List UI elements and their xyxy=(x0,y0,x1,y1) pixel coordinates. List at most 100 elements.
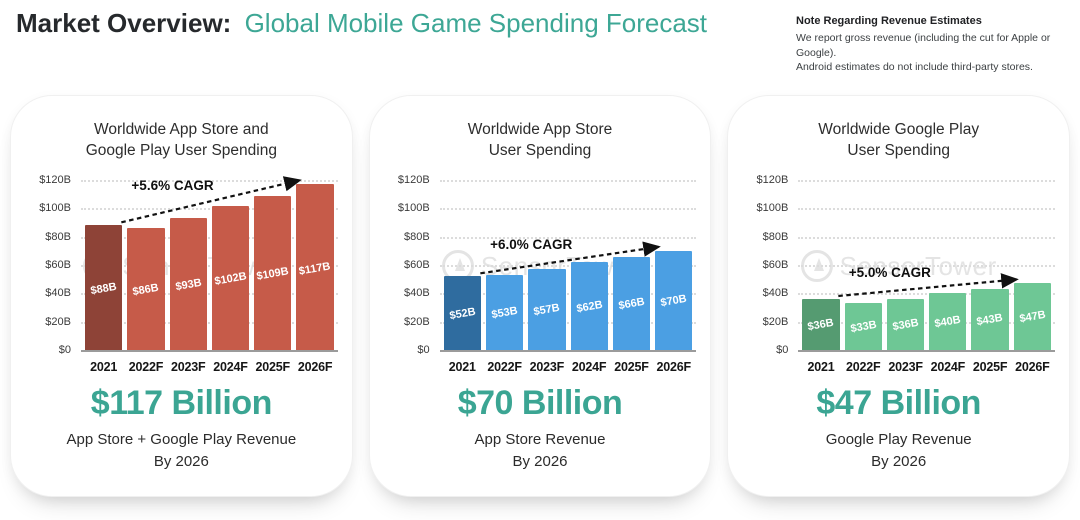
revenue-note-heading: Note Regarding Revenue Estimates xyxy=(796,15,982,27)
page-title: Market Overview: Global Mobile Game Spen… xyxy=(16,8,707,39)
bar-2023F: $93B xyxy=(169,218,207,350)
y-axis-label: $120B xyxy=(756,174,789,186)
bar-2022F: $86B xyxy=(127,228,165,350)
gridline xyxy=(798,180,1056,182)
y-axis-label: $80B xyxy=(403,230,430,243)
y-axis-label: $60B xyxy=(403,259,430,271)
chart-title-line1: Worldwide Google Play xyxy=(818,121,980,138)
stat-caption-line1: Google Play Revenue xyxy=(825,431,972,448)
chart-title-line2: Google Play User Spending xyxy=(85,141,277,159)
bar-2025F: $43B xyxy=(971,289,1009,350)
x-axis-label: 2024F xyxy=(930,360,966,374)
cagr-label: +5.6% CAGR xyxy=(131,178,214,194)
bars: $52B $53B $57B $62B $66B $70B xyxy=(440,180,697,350)
bar-2026F: $70B xyxy=(655,250,693,350)
bar-value-label: $109B xyxy=(255,265,290,284)
stat-caption: App Store + Google Play Revenue By 2026 xyxy=(11,429,352,473)
stat-caption-line1: App Store Revenue xyxy=(474,431,606,448)
cagr-label: +5.0% CAGR xyxy=(848,264,931,280)
bar-2025F: $66B xyxy=(612,256,651,350)
stat-caption-line2: By 2026 xyxy=(871,452,927,470)
gridline xyxy=(439,236,697,239)
gridline xyxy=(439,321,697,324)
bar-2022F: $53B xyxy=(485,274,524,350)
cards-row: Worldwide App Store and Google Play User… xyxy=(10,95,1071,497)
x-axis-label: 2024F xyxy=(571,360,607,374)
chart-title: Worldwide Google Play User Spending xyxy=(728,120,1069,162)
x-axis-labels: 2021 2022F 2023F 2024F 2025F 2026F xyxy=(81,356,338,378)
stat-value: $47 Billion xyxy=(816,384,981,422)
plot-area: +6.0% CAGR $52B $53B $57B $62B $66B $70B xyxy=(439,180,697,352)
gridline xyxy=(798,236,1056,239)
bar-2021: $88B xyxy=(85,225,123,350)
bar-value-label: $70B xyxy=(659,293,688,310)
x-axis-label: 2026F xyxy=(656,360,691,374)
y-axis-label: $100B xyxy=(397,202,430,215)
bar-value-label: $47B xyxy=(1018,309,1047,326)
bar-value-label: $36B xyxy=(891,316,920,334)
chart-title-line2: User Spending xyxy=(488,141,592,159)
bar-2026F: $47B xyxy=(1013,283,1052,350)
gridline xyxy=(798,321,1056,324)
bar-chart: $120B $100B $80B $60B $40B $20B $0 +5.6% CAGR … xyxy=(25,174,340,380)
x-axis-labels: 2021 2022F 2023F 2024F 2025F 2026F xyxy=(798,356,1055,378)
bar-2023F: $57B xyxy=(528,269,566,350)
y-axis-label: $40B xyxy=(403,287,430,300)
x-axis-label: 2023F xyxy=(529,360,565,374)
bar-2024F: $62B xyxy=(570,262,608,350)
bar-value-label: $86B xyxy=(131,282,160,299)
bar-2023F: $36B xyxy=(886,299,925,350)
y-axis-label: $100B xyxy=(39,202,71,215)
bar-value-label: $33B xyxy=(849,318,878,336)
stat-block: $117 Billion App Store + Google Play Rev… xyxy=(11,384,352,473)
y-axis-labels: $120B $100B $80B $60B $40B $20B $0 xyxy=(384,174,430,356)
x-axis-label: 2026F xyxy=(1015,360,1050,374)
stat-value: $117 Billion xyxy=(90,384,273,422)
stat-caption: App Store Revenue By 2026 xyxy=(370,429,711,473)
bar-value-label: $117B xyxy=(298,260,332,278)
chart-title: Worldwide App Store and Google Play User… xyxy=(11,120,352,162)
stat-caption-line2: By 2026 xyxy=(153,452,209,470)
gridline xyxy=(798,265,1056,267)
gridline xyxy=(439,293,697,296)
stat-block: $47 Billion Google Play Revenue By 2026 xyxy=(728,384,1069,473)
bars: $88B $86B $93B $102B $109B $117B xyxy=(81,180,338,350)
y-axis-label: $80B xyxy=(762,230,789,243)
gridline xyxy=(81,265,338,267)
y-axis-label: $120B xyxy=(397,174,430,186)
plot-area: +5.0% CAGR $36B $33B $36B $40B $43B $47B xyxy=(798,180,1056,352)
x-axis-label: 2021 xyxy=(448,360,476,374)
x-axis-label: 2025F xyxy=(972,360,1008,374)
x-axis-label: 2024F xyxy=(213,360,248,374)
chart-title: Worldwide App Store User Spending xyxy=(370,120,711,162)
chart-title-line1: Worldwide App Store and xyxy=(94,121,269,138)
cagr-label: +6.0% CAGR xyxy=(490,237,573,253)
x-axis-label: 2025F xyxy=(255,360,291,374)
gridline xyxy=(439,180,697,182)
y-axis-label: $0 xyxy=(776,344,789,356)
revenue-note: Note Regarding Revenue Estimates We repo… xyxy=(796,14,1070,75)
y-axis-label: $0 xyxy=(58,344,71,356)
bar-2024F: $40B xyxy=(929,293,967,350)
card-google-play: Worldwide Google Play User Spending Sens… xyxy=(727,95,1071,497)
y-axis-label: $20B xyxy=(403,315,430,328)
bar-2026F: $117B xyxy=(296,184,334,350)
bar-value-label: $88B xyxy=(89,280,118,298)
stat-block: $70 Billion App Store Revenue By 2026 xyxy=(370,384,711,473)
y-axis-label: $40B xyxy=(762,287,789,300)
bar-value-label: $36B xyxy=(806,316,835,334)
x-axis-label: 2026F xyxy=(297,360,333,374)
plot-area: +5.6% CAGR $88B $86B $93B $102B $109B $117B xyxy=(81,176,338,352)
bar-value-label: $52B xyxy=(448,305,477,323)
y-axis-label: $0 xyxy=(417,344,430,356)
bar-chart: $120B $100B $80B $60B $40B $20B $0 +5.0% CAGR … xyxy=(742,174,1057,380)
x-axis-label: 2023F xyxy=(888,360,923,374)
y-axis-label: $100B xyxy=(756,202,789,215)
y-axis-label: $60B xyxy=(45,259,71,271)
gridline xyxy=(439,208,697,211)
bars: $36B $33B $36B $40B $43B $47B xyxy=(798,180,1055,350)
y-axis-label: $40B xyxy=(45,287,71,300)
y-axis-label: $20B xyxy=(762,315,789,328)
x-axis-label: 2021 xyxy=(807,360,835,374)
bar-value-label: $43B xyxy=(976,311,1005,329)
